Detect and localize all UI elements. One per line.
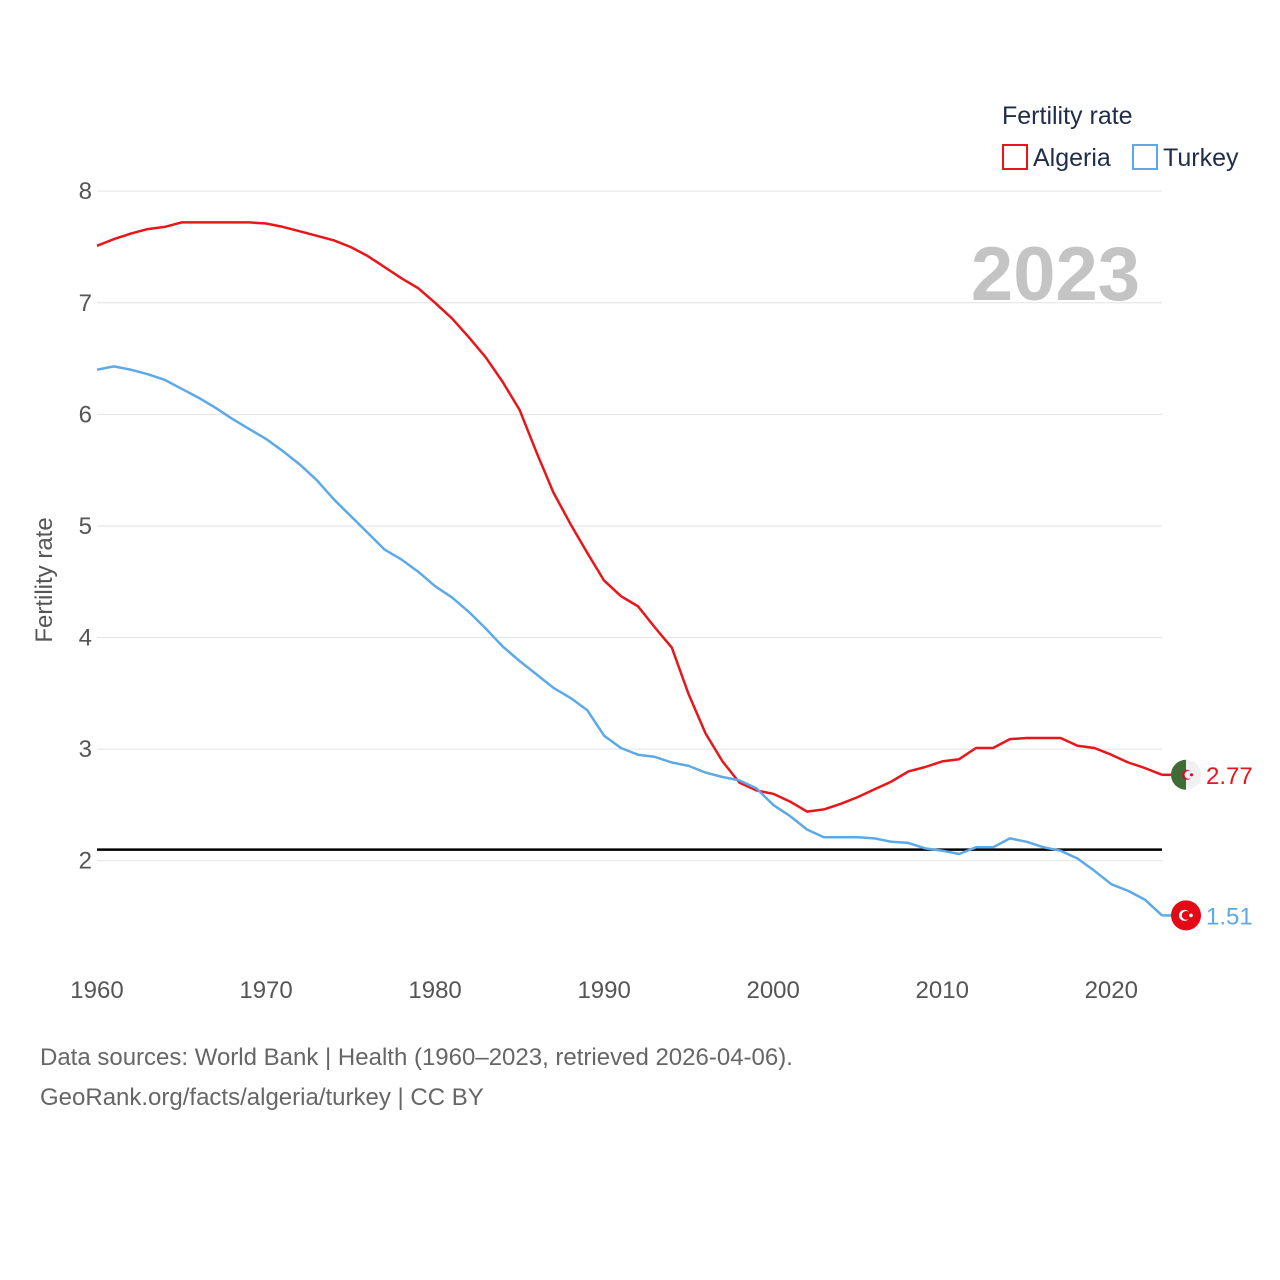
y-tick-5: 5 <box>79 513 92 540</box>
x-tick-1970: 1970 <box>239 977 292 1004</box>
x-tick-2010: 2010 <box>916 977 969 1004</box>
legend-label-turkey: Turkey <box>1163 144 1239 172</box>
legend-swatch-algeria <box>1002 144 1028 170</box>
footer-sources: Data sources: World Bank | Health (1960–… <box>40 1044 793 1071</box>
grid-lines <box>97 190 1162 862</box>
x-tick-1980: 1980 <box>408 977 461 1004</box>
series-lines <box>96 221 1163 917</box>
y-tick-8: 8 <box>79 178 92 205</box>
y-tick-3: 3 <box>79 736 92 763</box>
series-line-algeria[interactable] <box>96 221 1163 813</box>
algeria-flag-icon <box>1171 759 1201 790</box>
x-tick-1960: 1960 <box>70 977 123 1004</box>
current-year-label: 2023 <box>971 232 1140 317</box>
legend-swatch-turkey <box>1132 144 1158 170</box>
y-tick-7: 7 <box>79 290 92 317</box>
end-label-turkey: 1.51 <box>1206 903 1253 930</box>
legend-item-algeria[interactable]: Algeria <box>1002 144 1111 172</box>
y-tick-6: 6 <box>79 401 92 428</box>
legend-title: Fertility rate <box>1002 102 1133 130</box>
end-label-algeria: 2.77 <box>1206 763 1253 790</box>
series-end-markers: 2.77 1.51 <box>1162 759 1253 931</box>
x-tick-2020: 2020 <box>1085 977 1138 1004</box>
y-tick-4: 4 <box>79 625 92 652</box>
x-tick-1990: 1990 <box>577 977 630 1004</box>
legend-label-algeria: Algeria <box>1033 144 1111 172</box>
legend: Fertility rate Algeria Turkey <box>1002 102 1239 172</box>
footer-attribution[interactable]: GeoRank.org/facts/algeria/turkey | CC BY <box>40 1084 484 1111</box>
turkey-flag-icon <box>1171 900 1201 931</box>
y-tick-2: 2 <box>79 848 92 875</box>
x-tick-2000: 2000 <box>746 977 799 1004</box>
x-axis-ticks: 1960 1970 1980 1990 2000 2010 2020 <box>70 977 1138 1004</box>
series-line-turkey[interactable] <box>96 365 1163 917</box>
y-axis-title: Fertility rate <box>31 517 58 642</box>
legend-item-turkey[interactable]: Turkey <box>1132 144 1239 172</box>
y-axis-ticks: 2 3 4 5 6 7 8 <box>79 178 92 875</box>
